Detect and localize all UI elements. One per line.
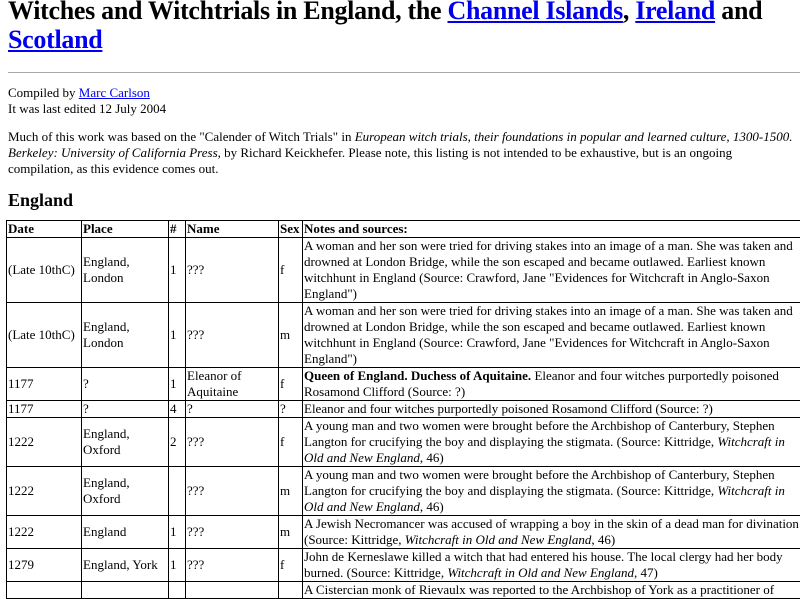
cell-notes: A young man and two women were brought b… xyxy=(303,418,800,467)
cell-date: (Late 10thC) xyxy=(7,238,82,303)
cell-name xyxy=(186,582,279,599)
scotland-link[interactable]: Scotland xyxy=(8,25,102,54)
cell-place: England xyxy=(82,516,169,549)
cell-notes: A Cistercian monk of Rievaulx was report… xyxy=(303,582,800,599)
cell-num: 4 xyxy=(169,401,186,418)
column-header: Name xyxy=(186,221,279,238)
cell-place: England, Oxford xyxy=(82,467,169,516)
cell-sex: f xyxy=(279,238,303,303)
cell-place: ? xyxy=(82,401,169,418)
cell-date: 1177 xyxy=(7,401,82,418)
column-header: Date xyxy=(7,221,82,238)
cell-place: England, York xyxy=(82,549,169,582)
cell-place: ? xyxy=(82,368,169,401)
cell-name: ??? xyxy=(186,303,279,368)
cell-place: England, London xyxy=(82,303,169,368)
intro-paragraph: Much of this work was based on the "Cale… xyxy=(8,129,800,177)
cell-name: ??? xyxy=(186,418,279,467)
cell-name: ??? xyxy=(186,467,279,516)
cell-sex: f xyxy=(279,418,303,467)
cell-num: 1 xyxy=(169,516,186,549)
cell-name: ??? xyxy=(186,549,279,582)
divider xyxy=(8,72,800,73)
cell-notes: A Jewish Necromancer was accused of wrap… xyxy=(303,516,800,549)
cell-date xyxy=(7,582,82,599)
channel-islands-link[interactable]: Channel Islands xyxy=(447,0,622,25)
column-header: Notes and sources: xyxy=(303,221,800,238)
cell-sex: m xyxy=(279,467,303,516)
cell-notes: A young man and two women were brought b… xyxy=(303,467,800,516)
cell-num: 1 xyxy=(169,303,186,368)
cell-num: 1 xyxy=(169,368,186,401)
cell-date: (Late 10thC) xyxy=(7,303,82,368)
cell-date: 1222 xyxy=(7,467,82,516)
cell-date: 1222 xyxy=(7,418,82,467)
cell-date: 1279 xyxy=(7,549,82,582)
cell-notes: Queen of England. Duchess of Aquitaine. … xyxy=(303,368,800,401)
section-heading: England xyxy=(8,189,800,211)
cell-notes: A woman and her son were tried for drivi… xyxy=(303,238,800,303)
page-title: Witches and Witchtrials in England, the … xyxy=(8,0,800,54)
cell-num: 1 xyxy=(169,238,186,303)
ireland-link[interactable]: Ireland xyxy=(635,0,715,25)
cell-notes: Eleanor and four witches purportedly poi… xyxy=(303,401,800,418)
cell-sex: f xyxy=(279,549,303,582)
cell-name: ? xyxy=(186,401,279,418)
cell-sex: ? xyxy=(279,401,303,418)
column-header: Place xyxy=(82,221,169,238)
column-header: Sex xyxy=(279,221,303,238)
author-link[interactable]: Marc Carlson xyxy=(79,85,150,100)
cell-sex xyxy=(279,582,303,599)
cell-sex: f xyxy=(279,368,303,401)
cell-num xyxy=(169,467,186,516)
cell-name: ??? xyxy=(186,516,279,549)
cell-place: England, Oxford xyxy=(82,418,169,467)
cell-date: 1177 xyxy=(7,368,82,401)
column-header: # xyxy=(169,221,186,238)
cell-name: Eleanor of Aquitaine xyxy=(186,368,279,401)
table-row: A Cistercian monk of Rievaulx was report… xyxy=(7,582,800,599)
cell-num: 2 xyxy=(169,418,186,467)
cell-place xyxy=(82,582,169,599)
cell-name: ??? xyxy=(186,238,279,303)
cell-sex: m xyxy=(279,303,303,368)
cell-place: England, London xyxy=(82,238,169,303)
cell-num: 1 xyxy=(169,549,186,582)
cell-notes: John de Kerneslawe killed a witch that h… xyxy=(303,549,800,582)
cell-sex: m xyxy=(279,516,303,549)
cell-date: 1222 xyxy=(7,516,82,549)
cell-num xyxy=(169,582,186,599)
cell-notes: A woman and her son were tried for drivi… xyxy=(303,303,800,368)
table-row: 1177?4??Eleanor and four witches purport… xyxy=(7,401,800,418)
